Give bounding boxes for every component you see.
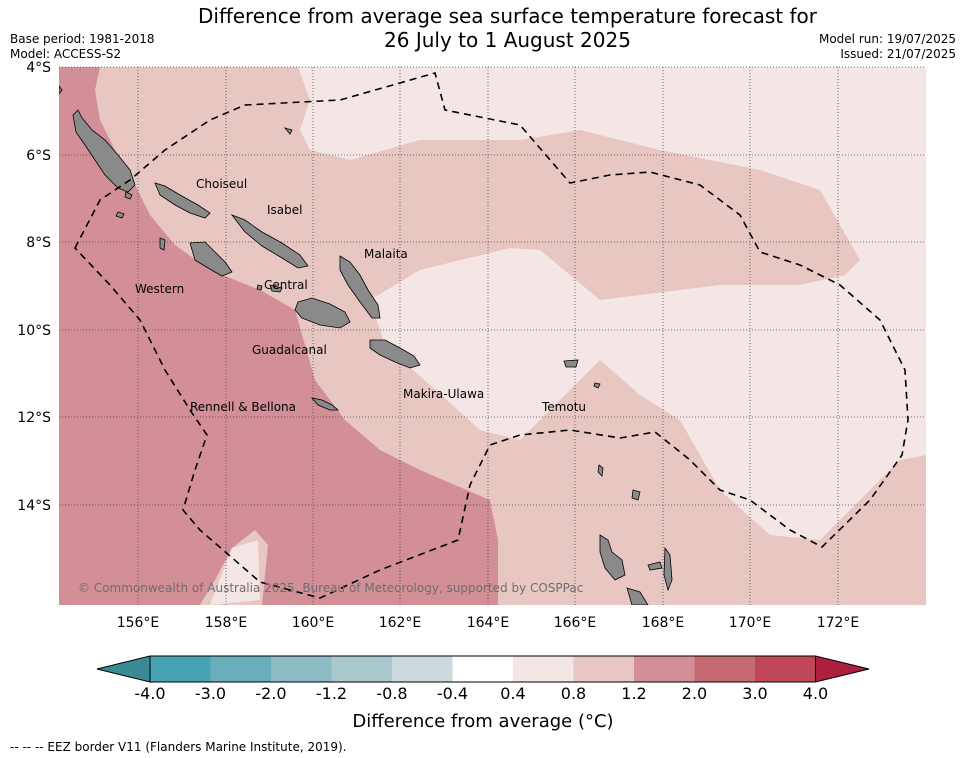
colorbar-segment	[150, 656, 211, 682]
lon-tick-label: 156°E	[117, 615, 160, 631]
issued-date: Issued: 21/07/2025	[840, 47, 956, 61]
lat-tick-label: 10°S	[17, 323, 51, 339]
colorbar: -4.0 -3.0 -2.0 -1.2 -0.8 -0.4 0.4 0.8 1.2 2.0 3.0 4…	[96, 655, 870, 703]
colorbar-segment	[755, 656, 816, 682]
colorbar-segment	[210, 656, 271, 682]
eez-border	[74, 72, 909, 599]
lat-tick-label: 14°S	[17, 498, 51, 514]
label-malaita: Malaita	[364, 247, 408, 261]
colorbar-tick-label: 0.4	[500, 684, 525, 703]
anomaly-band-1.2-2.0	[59, 67, 498, 605]
guadalcanal-island	[294, 297, 351, 329]
colorbar-segment	[271, 656, 332, 682]
colorbar-frame	[149, 655, 816, 683]
colorbar-segment	[634, 656, 695, 682]
label-central: Central	[264, 278, 308, 292]
colorbar-tick-label: 1.2	[621, 684, 646, 703]
ambae-island	[647, 561, 663, 571]
ontong-java-atoll	[283, 127, 293, 135]
lon-tick-label: 168°E	[642, 615, 685, 631]
colorbar-tick-label: -4.0	[134, 684, 165, 703]
chart-title: Difference from average sea surface temp…	[150, 4, 865, 52]
malaita-island	[339, 255, 381, 319]
colorbar-extend-low	[96, 655, 151, 683]
colorbar-tick-label: -3.0	[195, 684, 226, 703]
anomaly-patch-south-light	[210, 540, 260, 605]
base-period: Base period: 1981-2018	[10, 32, 155, 46]
land-masses	[59, 85, 673, 605]
colorbar-segment	[331, 656, 392, 682]
lon-tick-label: 170°E	[729, 615, 772, 631]
colorbar-tick-label: -0.4	[437, 684, 468, 703]
label-guadalcanal: Guadalcanal	[252, 343, 327, 357]
lat-tick-label: 8°S	[26, 235, 51, 251]
colorbar-segment	[573, 656, 634, 682]
colorbar-tick-label: 4.0	[803, 684, 828, 703]
colorbar-tick-label: -2.0	[255, 684, 286, 703]
colorbar-segment	[513, 656, 574, 682]
model-name: Model: ACCESS-S2	[10, 47, 122, 61]
copyright-notice: © Commonwealth of Australia 2025, Bureau…	[78, 581, 583, 595]
colorbar-tick-label: 3.0	[742, 684, 767, 703]
choiseul-island	[154, 182, 211, 219]
lon-tick-label: 162°E	[379, 615, 422, 631]
colorbar-tick-label: 2.0	[682, 684, 707, 703]
lon-tick-label: 158°E	[205, 615, 248, 631]
florida-islands	[269, 284, 283, 293]
png-coast	[59, 85, 63, 95]
meta-right: Model run: 19/07/2025 Issued: 21/07/2025	[819, 32, 956, 62]
model-run: Model run: 19/07/2025	[818, 32, 956, 46]
label-choiseul: Choiseul	[196, 177, 247, 191]
lat-tick-label: 6°S	[26, 148, 51, 164]
lon-tick-label: 164°E	[467, 615, 510, 631]
title-line-1: Difference from average sea surface temp…	[197, 4, 817, 28]
lon-tick-label: 172°E	[817, 615, 860, 631]
label-temotu: Temotu	[541, 400, 586, 414]
vella-lavella-island	[159, 237, 166, 251]
lon-tick-label: 160°E	[292, 615, 335, 631]
treasury-islands	[115, 211, 125, 219]
colorbar-tick-label: -1.2	[316, 684, 347, 703]
torres-islands	[597, 464, 604, 477]
meta-left: Base period: 1981-2018 Model: ACCESS-S2	[10, 32, 155, 62]
colorbar-segment	[452, 656, 513, 682]
colorbar-title: Difference from average (°C)	[352, 711, 613, 732]
makira-island	[369, 339, 421, 369]
eez-footnote: -- -- -- EEZ border V11 (Flanders Marine…	[10, 740, 347, 754]
label-isabel: Isabel	[267, 203, 302, 217]
anomaly-field	[59, 67, 926, 605]
pentecost-island	[663, 546, 673, 592]
isabel-island	[230, 214, 309, 269]
anomaly-band-0.4-0.8	[298, 67, 926, 540]
lat-tick-label: 12°S	[17, 410, 51, 426]
malakula-island	[626, 587, 649, 605]
latitude-axis: 4°S 6°S 8°S 10°S 12°S 14°S	[17, 60, 51, 514]
label-makira-ulawa: Makira-Ulawa	[403, 387, 484, 401]
colorbar-segment	[392, 656, 453, 682]
santa-cruz-islands	[563, 359, 579, 368]
colorbar-tick-label: -0.8	[376, 684, 407, 703]
banks-islands	[631, 489, 641, 501]
colorbar-extend-high	[815, 655, 870, 683]
colorbar-tick-label: 0.8	[561, 684, 586, 703]
shortland-islands	[124, 191, 133, 200]
longitude-axis: 156°E 158°E 160°E 162°E 164°E 166°E 168°E 170°E…	[117, 615, 860, 631]
bougainville-island	[72, 109, 136, 193]
russell-islands	[256, 284, 263, 291]
lat-tick-label: 4°S	[26, 60, 51, 76]
label-western: Western	[135, 282, 184, 296]
label-rennell-bellona: Rennell & Bellona	[190, 400, 296, 414]
vanikoro-island	[593, 382, 601, 389]
lon-tick-label: 166°E	[554, 615, 597, 631]
title-line-2: 26 July to 1 August 2025	[384, 28, 631, 52]
espiritu-santo-island	[599, 534, 626, 581]
new-georgia-island	[189, 241, 233, 277]
colorbar-segment	[694, 656, 755, 682]
rennell-island	[310, 397, 340, 411]
